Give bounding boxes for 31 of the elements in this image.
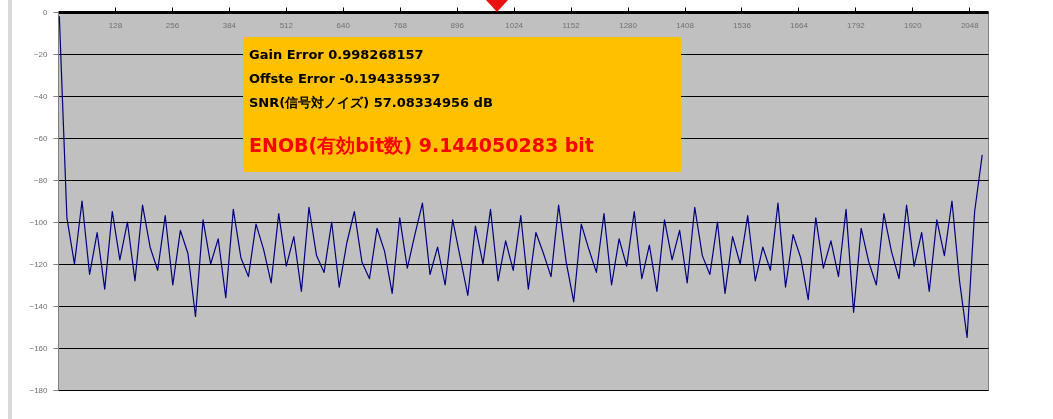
x-tick-label: 1280	[619, 20, 638, 30]
x-tick-label: 1664	[790, 20, 809, 30]
x-tick-label: 768	[393, 20, 408, 30]
y-tick-label: −180	[29, 385, 49, 395]
x-tick-label: 640	[336, 20, 351, 30]
annotation: ENOB(有効bit数) 9.144050283 bit	[249, 133, 595, 157]
y-tick-label: −120	[29, 259, 49, 269]
annotation: Gain Error 0.998268157	[249, 46, 425, 64]
y-tick-label: −140	[29, 301, 49, 311]
x-tick-label: 1024	[505, 20, 524, 30]
line-series	[58, 15, 983, 339]
x-tick-label: 1152	[562, 20, 581, 30]
x-tick-label: 256	[165, 20, 180, 30]
y-tick-label: 0	[43, 7, 49, 17]
x-tick-label: 896	[450, 20, 465, 30]
x-tick-label: 1920	[903, 20, 923, 30]
x-tick-label: 1792	[847, 20, 866, 30]
y-tick-label: −160	[29, 343, 49, 353]
annotation: SNR(信号対ノイズ) 57.08334956 dB	[249, 94, 494, 112]
x-tick-label: 512	[279, 20, 294, 30]
y-tick-label: −100	[29, 217, 49, 227]
x-tick-label: 128	[108, 20, 123, 30]
x-tick-label: 1408	[676, 20, 695, 30]
y-tick-label: −20	[33, 49, 49, 59]
annotation: Offste Error -0.194335937	[249, 70, 442, 88]
y-tick-label: −60	[33, 133, 49, 143]
y-tick-label: −80	[33, 175, 49, 185]
x-tick-label: 384	[222, 20, 237, 30]
y-tick-label: −40	[33, 91, 49, 101]
x-tick-label: 2048	[960, 20, 980, 30]
x-tick-label: 1536	[733, 20, 752, 30]
